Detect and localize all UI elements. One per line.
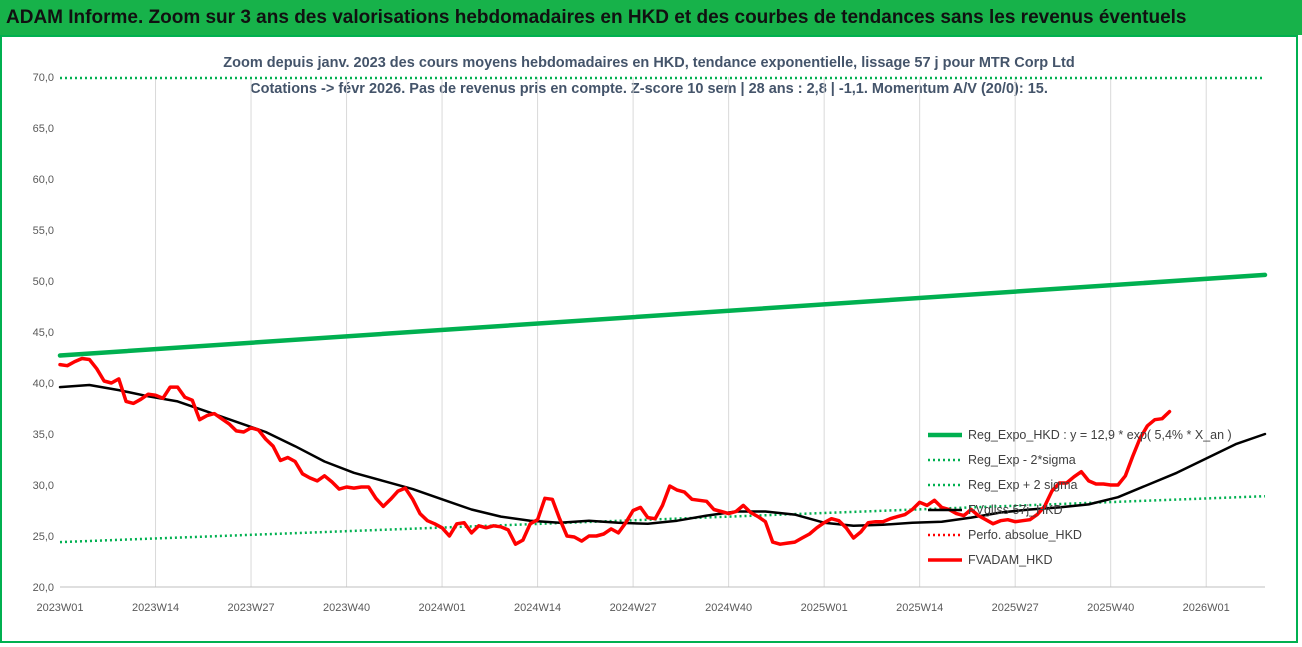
x-tick-label: 2023W27 [227,602,274,614]
legend-label: FVgliss 57j_HKD [968,503,1062,517]
x-tick-label: 2025W40 [1087,602,1134,614]
x-tick-label: 2023W40 [323,602,370,614]
chart-title-line-2: Cotations -> févr 2026. Pas de revenus p… [250,81,1048,97]
y-tick-label: 25,0 [33,531,54,543]
y-tick-label: 20,0 [33,582,54,594]
series-line-0 [57,272,1268,358]
series-line-1 [59,494,1266,544]
legend-label: Reg_Expo_HKD : y = 12,9 * exp( 5,4% * X_… [968,428,1232,442]
x-tick-label: 2025W14 [896,602,943,614]
x-tick-label: 2023W01 [36,602,83,614]
y-tick-label: 35,0 [33,429,54,441]
series-line-5 [58,356,1172,546]
y-tick-label: 40,0 [33,378,54,390]
x-tick-label: 2023W14 [132,602,179,614]
x-tick-label: 2025W01 [801,602,848,614]
x-tick-label: 2024W14 [514,602,561,614]
line-chart: Zoom depuis janv. 2023 des cours moyens … [33,55,1268,614]
y-axis-ticks: 20,0 25,0 30,0 35,0 40,0 45,0 50,0 55,0 60,0 65,0… [33,72,54,594]
chart-title-line-1: Zoom depuis janv. 2023 des cours moyens … [223,55,1074,71]
legend-label: Reg_Exp + 2 sigma [968,478,1077,492]
x-tick-label: 2024W27 [610,602,657,614]
series-group [57,76,1268,546]
grid-lines [60,77,1265,588]
y-tick-label: 70,0 [33,72,54,84]
y-tick-label: 55,0 [33,225,54,237]
x-axis-ticks: 2023W01 2023W14 2023W27 2023W40 2024W01 2024W… [36,602,1229,614]
x-tick-label: 2026W01 [1183,602,1230,614]
x-tick-label: 2025W27 [992,602,1039,614]
y-tick-label: 65,0 [33,123,54,135]
x-tick-label: 2024W40 [705,602,752,614]
y-tick-label: 45,0 [33,327,54,339]
report-title-banner: ADAM Informe. Zoom sur 3 ans des valoris… [0,0,1302,35]
legend-label: FVADAM_HKD [968,553,1053,567]
chart-frame [0,35,1298,643]
legend-label: Reg_Exp - 2*sigma [968,453,1076,467]
legend: Reg_Expo_HKD : y = 12,9 * exp( 5,4% * X_… [928,428,1232,567]
y-tick-label: 60,0 [33,174,54,186]
x-tick-label: 2024W01 [419,602,466,614]
legend-label: Perfo. absolue_HKD [968,528,1082,542]
y-tick-label: 50,0 [33,276,54,288]
y-tick-label: 30,0 [33,480,54,492]
